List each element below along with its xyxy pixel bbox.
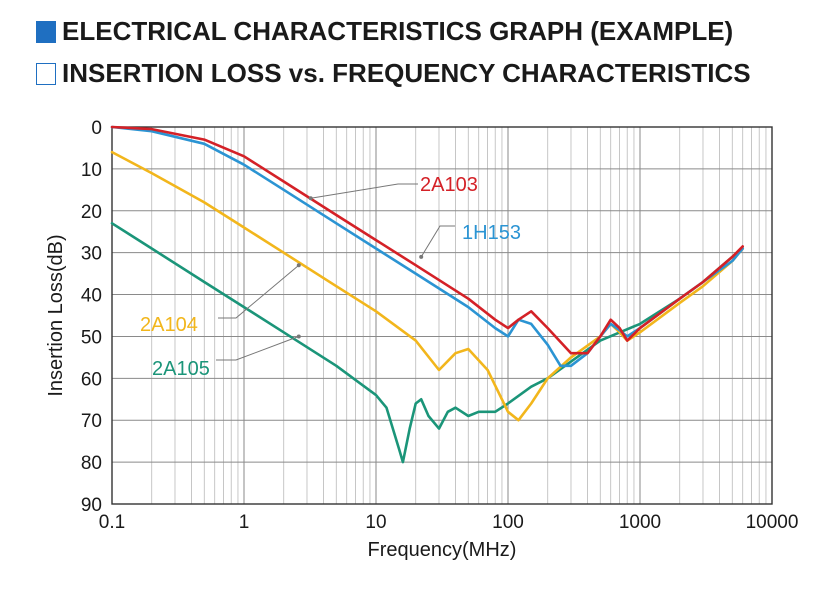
tick-labels: 0.1 1 10 100 1000 10000 0 10 20 30 40 50 60 70 80 90 (81, 118, 799, 533)
open-square-icon (36, 62, 56, 85)
chart-title: ELECTRICAL CHARACTERISTICS GRAPH (EXAMPL… (36, 16, 733, 47)
series-annotations: 2A103 1H153 2A104 2A105 (140, 174, 521, 380)
x-tick-label: 100 (492, 512, 524, 533)
leader-line-2a104 (218, 264, 300, 319)
y-tick-label: 0 (91, 118, 102, 139)
grid-lines (112, 127, 772, 504)
y-tick-label: 80 (81, 453, 102, 474)
chart-subtitle: INSERTION LOSS vs. FREQUENCY CHARACTERIS… (36, 58, 751, 89)
series-label-1h153: 1H153 (462, 222, 521, 244)
y-tick-label: 70 (81, 411, 102, 432)
series-label-2a104: 2A104 (140, 314, 198, 336)
filled-square-icon (36, 20, 56, 43)
series-line-2a105 (110, 222, 745, 464)
series-label-2a105: 2A105 (152, 358, 210, 380)
leader-arrowhead (419, 254, 424, 259)
x-tick-label: 1000 (619, 512, 661, 533)
y-tick-label: 90 (81, 495, 102, 516)
series-label-2a103: 2A103 (420, 174, 478, 196)
series-line-2a104 (110, 150, 745, 422)
leader-line-2a105 (216, 335, 299, 361)
leader-line-2a103 (310, 183, 418, 199)
chart-title-text: ELECTRICAL CHARACTERISTICS GRAPH (EXAMPL… (62, 16, 734, 46)
y-tick-label: 30 (81, 244, 102, 265)
x-tick-label: 10 (365, 512, 386, 533)
x-tick-label: 1 (239, 512, 250, 533)
y-tick-label: 60 (81, 369, 102, 390)
plot-frame (111, 126, 773, 505)
y-tick-label: 40 (81, 286, 102, 307)
y-axis-label: Insertion Loss(dB) (45, 234, 67, 396)
x-tick-label: 0.1 (99, 512, 125, 533)
y-tick-label: 10 (81, 160, 102, 181)
y-tick-label: 20 (81, 202, 102, 223)
y-tick-label: 50 (81, 327, 102, 348)
x-axis-label: Frequency(MHz) (368, 539, 517, 561)
series-lines (110, 125, 745, 464)
leader-arrowhead (308, 196, 313, 201)
leader-line-1h153 (420, 225, 455, 258)
leader-arrowhead (296, 263, 301, 268)
series-line-2a103 (110, 125, 745, 355)
x-tick-label: 10000 (746, 512, 799, 533)
leader-arrowhead (296, 334, 301, 339)
chart-subtitle-text: INSERTION LOSS vs. FREQUENCY CHARACTERIS… (62, 58, 751, 88)
